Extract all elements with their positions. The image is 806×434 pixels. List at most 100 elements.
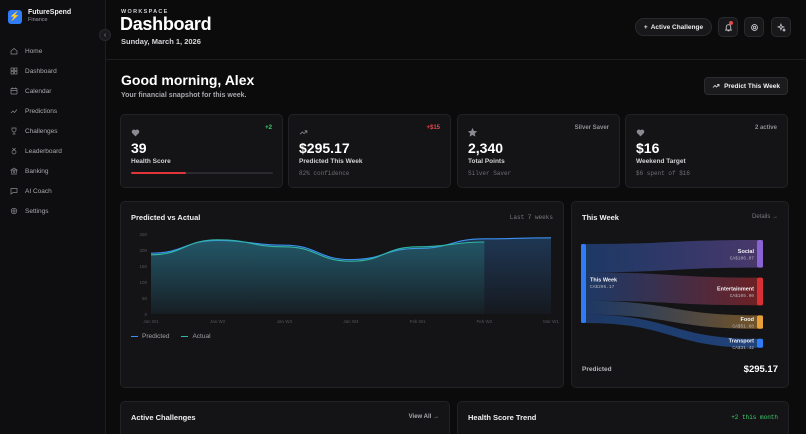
stat-label: Total Points: [468, 158, 505, 165]
x-tick-label: Jan W2: [210, 319, 226, 324]
x-tick-label: Jan W3: [277, 319, 293, 324]
stat-label: Health Score: [131, 158, 171, 165]
brand[interactable]: ⚡ FutureSpend Finance: [8, 9, 71, 24]
trend-up-icon: [712, 84, 720, 88]
active-challenge-button[interactable]: + Active Challenge: [635, 18, 712, 36]
target-node-entertainment: [757, 277, 763, 306]
y-tick-label: 100: [139, 280, 147, 285]
y-tick-label: 50: [142, 296, 148, 301]
health-trend-change: +2 this month: [731, 414, 778, 421]
chart-range: Last 7 weeks: [509, 214, 553, 221]
target-node-food: [757, 315, 763, 329]
legend-actual-label: Actual: [192, 333, 211, 340]
source-label: This Week: [590, 278, 618, 284]
stat-card-health-score: +2 39 Health Score: [120, 114, 283, 188]
sidebar-item-label: Predictions: [25, 107, 58, 115]
legend-predicted: Predicted: [131, 333, 169, 340]
stat-label: Weekend Target: [636, 158, 686, 165]
details-link[interactable]: Details →: [751, 214, 778, 220]
target-label: Social: [738, 249, 755, 255]
sidebar-item-home[interactable]: Home: [0, 41, 106, 61]
current-date: Sunday, March 1, 2026: [121, 37, 201, 46]
stat-subtext: $6 spent of $16: [636, 170, 691, 177]
greeting: Good morning, Alex: [121, 72, 255, 88]
home-icon: [10, 47, 18, 55]
stat-label: Predicted This Week: [299, 158, 363, 165]
target-amount: CA$106.07: [730, 255, 755, 261]
trend-up-icon: [299, 124, 308, 135]
view-all-link[interactable]: View All →: [408, 414, 439, 420]
flow-entertainment: [586, 272, 757, 306]
health-trend-title: Health Score Trend: [468, 413, 537, 422]
sparkle-button[interactable]: [771, 17, 791, 37]
chart-title: Predicted vs Actual: [131, 213, 201, 222]
sidebar-item-banking[interactable]: Banking: [0, 161, 106, 181]
collapse-sidebar-button[interactable]: ‹: [99, 29, 111, 41]
stat-value: 39: [131, 140, 147, 156]
stat-badge: +2: [265, 125, 272, 131]
stat-value: $16: [636, 140, 660, 156]
sidebar-item-dashboard[interactable]: Dashboard: [0, 61, 106, 81]
brand-subtitle: Finance: [28, 17, 48, 23]
settings-button[interactable]: [744, 17, 764, 37]
predicted-value: $295.17: [743, 364, 778, 375]
chat-icon: [10, 187, 18, 195]
x-tick-label: Jan W1: [143, 319, 159, 324]
predict-button-label: Predict This Week: [724, 82, 780, 90]
target-label: Entertainment: [717, 286, 754, 292]
stat-badge: 2 active: [754, 125, 777, 131]
sidebar-item-predictions[interactable]: Predictions: [0, 101, 106, 121]
sidebar: ⚡ FutureSpend Finance Home Dashboard Calen…: [0, 0, 106, 434]
predict-this-week-button[interactable]: Predict This Week: [704, 77, 788, 95]
target-label: Transport: [729, 338, 755, 344]
legend-predicted-label: Predicted: [142, 333, 170, 340]
notification-dot: [729, 21, 733, 25]
x-tick-label: Feb W1: [410, 319, 426, 324]
x-tick-label: Jan W4: [343, 319, 359, 324]
dashboard-icon: [10, 67, 18, 75]
sidebar-nav: Home Dashboard Calendar Predictions Challeng…: [0, 41, 106, 221]
sparkle-icon: [776, 22, 786, 32]
star-icon: [467, 124, 478, 137]
x-tick-label: Mar W1: [543, 319, 559, 324]
workspace-label: WORKSPACE: [121, 9, 169, 15]
header: WORKSPACE Dashboard Sunday, March 1, 202…: [106, 0, 806, 60]
this-week-title: This Week: [582, 213, 619, 222]
trend-icon: [10, 107, 18, 115]
predicted-vs-actual-card: Predicted vs Actual Last 7 weeks 0 50 100 1…: [120, 201, 564, 388]
gear-icon: [10, 207, 18, 215]
actual-area: [151, 239, 485, 314]
sidebar-item-ai-coach[interactable]: AI Coach: [0, 181, 106, 201]
stat-card-predicted-this-week: +$15 $295.17 Predicted This Week 82% confid…: [288, 114, 451, 188]
source-node: [581, 244, 586, 323]
sidebar-item-leaderboard[interactable]: Leaderboard: [0, 141, 106, 161]
notifications-button[interactable]: [718, 17, 738, 37]
active-challenges-title: Active Challenges: [131, 413, 196, 422]
target-node-social: [757, 240, 763, 268]
y-tick-label: 250: [139, 232, 147, 237]
active-challenges-card: Active Challenges View All →: [120, 401, 450, 434]
chart-legend: Predicted Actual: [131, 333, 211, 340]
predicted-vs-actual-chart: 0 50 100 150 200 250 Jan W1 Jan W2 Jan W3 Jan W4 F…: [139, 232, 559, 324]
gear-icon: [750, 23, 758, 31]
sidebar-item-settings[interactable]: Settings: [0, 201, 106, 221]
stat-card-total-points: Silver Saver 2,340 Total Points Silver Save…: [457, 114, 620, 188]
brand-name: FutureSpend: [28, 9, 72, 16]
sidebar-item-calendar[interactable]: Calendar: [0, 81, 106, 101]
target-amount: CA$105.90: [730, 293, 755, 299]
predicted-label: Predicted: [582, 366, 612, 373]
sidebar-item-label: Challenges: [25, 127, 58, 135]
flow-social: [586, 240, 757, 273]
chevron-left-icon: ‹: [103, 31, 107, 39]
y-tick-label: 200: [139, 248, 147, 253]
lightning-icon: ⚡: [8, 9, 22, 24]
predicted-swatch: [131, 335, 138, 338]
sidebar-item-label: Settings: [25, 207, 49, 215]
stat-value: $295.17: [299, 140, 350, 156]
target-amount: CA$31.42: [732, 345, 754, 351]
stat-subtext: 82% confidence: [299, 170, 350, 177]
target-node-transport: [757, 338, 763, 348]
health-score-progress-fill: [131, 172, 187, 174]
sidebar-item-challenges[interactable]: Challenges: [0, 121, 106, 141]
